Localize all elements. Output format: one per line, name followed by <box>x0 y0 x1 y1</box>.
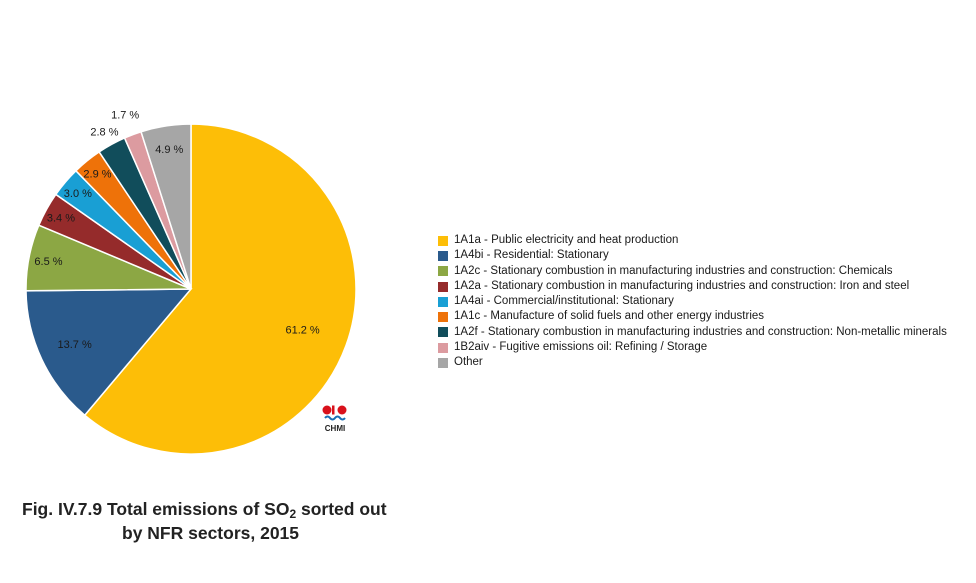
slice-label-3: 3.4 % <box>47 212 75 224</box>
legend-item: 1A4ai - Commercial/institutional: Statio… <box>438 294 947 309</box>
chmi-logo-icon <box>322 405 347 421</box>
legend-swatch <box>438 235 448 246</box>
caption-subscript: 2 <box>289 507 297 521</box>
legend-label: 1A1c - Manufacture of solid fuels and ot… <box>454 310 765 323</box>
pie-slice-0 <box>83 123 357 455</box>
legend-item: Other <box>438 355 947 370</box>
caption-prefix: Fig. IV.7.9 Total emissions of SO <box>22 499 290 519</box>
legend-item: 1A2c - Stationary combustion in manufact… <box>438 264 947 279</box>
pie-slice-8 <box>140 123 192 290</box>
legend-swatch <box>438 250 448 261</box>
legend-swatch <box>438 327 448 338</box>
legend-item: 1A2f - Stationary combustion in manufact… <box>438 325 947 340</box>
pie-slice-1 <box>25 288 193 417</box>
legend-label: 1A2f - Stationary combustion in manufact… <box>454 325 947 338</box>
legend-label: 1A4ai - Commercial/institutional: Statio… <box>454 295 674 308</box>
pie-slices <box>25 123 357 455</box>
slice-label-6: 2.8 % <box>90 126 118 138</box>
legend-swatch <box>438 281 448 292</box>
legend-item: 1A4bi - Residential: Stationary <box>438 248 947 263</box>
legend-swatch <box>438 342 448 353</box>
slice-label-8: 4.9 % <box>155 144 183 156</box>
legend-item: 1A1a - Public electricity and heat produ… <box>438 233 947 248</box>
logo-text: CHMI <box>324 424 346 433</box>
legend-label: Other <box>454 356 483 369</box>
slice-label-2: 6.5 % <box>34 256 62 268</box>
legend-label: 1A4bi - Residential: Stationary <box>454 249 609 262</box>
slice-label-7: 1.7 % <box>111 110 139 122</box>
pie-labels: 61.2 % 13.7 % 6.5 % 3.4 % 3.0 % 2.9 % 2.8 % 1.7… <box>34 110 320 351</box>
chart-legend: 1A1a - Public electricity and heat produ… <box>438 233 947 371</box>
slice-label-0: 61.2 % <box>285 325 319 337</box>
legend-item: 1A1c - Manufacture of solid fuels and ot… <box>438 309 947 324</box>
caption-line2: by NFR sectors, 2015 <box>122 523 300 543</box>
legend-item: 1B2aiv - Fugitive emissions oil: Refinin… <box>438 340 947 355</box>
legend-label: 1A2c - Stationary combustion in manufact… <box>454 264 893 277</box>
legend-swatch <box>438 266 448 277</box>
slice-label-4: 3.0 % <box>64 188 92 200</box>
slice-label-1: 13.7 % <box>57 339 91 351</box>
legend-swatch <box>438 296 448 307</box>
legend-label: 1B2aiv - Fugitive emissions oil: Refinin… <box>454 341 708 354</box>
slice-label-5: 2.9 % <box>83 169 111 181</box>
legend-label: 1A1a - Public electricity and heat produ… <box>454 234 679 246</box>
chmi-logo: CHMI <box>320 404 350 438</box>
legend-swatch <box>438 312 448 323</box>
figure-caption: Fig. IV.7.9 Total emissions of SO2 sorte… <box>22 500 387 543</box>
legend-item: 1A2a - Stationary combustion in manufact… <box>438 279 947 294</box>
legend-swatch <box>438 358 448 369</box>
legend-label: 1A2a - Stationary combustion in manufact… <box>454 279 910 292</box>
caption-suffix: sorted out <box>296 499 387 519</box>
